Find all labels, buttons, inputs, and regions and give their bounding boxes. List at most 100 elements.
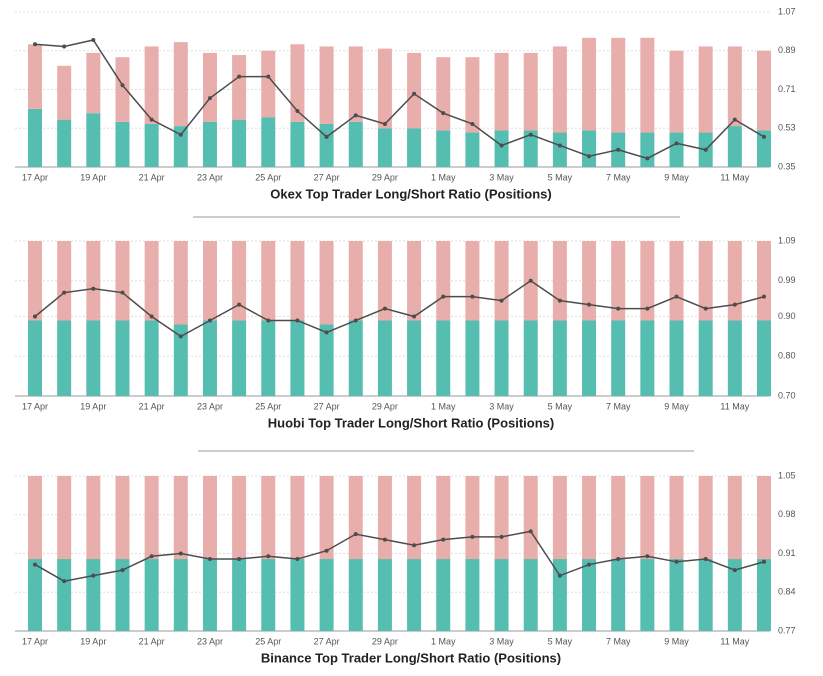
- bar-segment: [115, 559, 130, 631]
- line-point: [412, 543, 417, 548]
- y-tick-label: 0.84: [778, 587, 796, 597]
- line-point: [587, 302, 592, 307]
- y-tick-label: 1.07: [778, 6, 796, 16]
- line-point: [324, 548, 329, 553]
- bar-segment: [436, 241, 451, 321]
- bar-segment: [202, 241, 217, 321]
- x-tick-label: 1 May: [431, 636, 456, 646]
- x-tick-label: 7 May: [606, 172, 631, 182]
- line-point: [120, 290, 125, 295]
- bar-segment: [377, 559, 392, 631]
- bar-segment: [144, 559, 159, 631]
- bar-segment: [290, 476, 305, 560]
- bar-segment: [86, 241, 101, 321]
- line-point: [587, 154, 592, 159]
- bar-segment: [232, 559, 247, 631]
- bar-segment: [348, 476, 363, 560]
- bar-segment: [86, 113, 101, 167]
- line-point: [149, 117, 154, 122]
- y-tick-label: 0.89: [778, 45, 796, 55]
- bar-segment: [377, 48, 392, 129]
- y-tick-label: 0.98: [778, 509, 796, 519]
- bar-segment: [261, 476, 276, 560]
- x-tick-label: 5 May: [548, 172, 573, 182]
- line-point: [528, 278, 533, 283]
- bar-segment: [582, 130, 597, 167]
- line-point: [120, 83, 125, 88]
- bar-segment: [202, 121, 217, 167]
- x-tick-label: 5 May: [548, 636, 573, 646]
- line-point: [674, 294, 679, 299]
- line-point: [33, 42, 37, 47]
- line-point: [207, 318, 212, 323]
- bar-segment: [698, 559, 713, 631]
- bar-segment: [465, 132, 480, 167]
- line-point: [237, 557, 242, 562]
- x-tick-label: 11 May: [720, 172, 749, 182]
- bar-segment: [232, 55, 247, 120]
- bar-segment: [86, 559, 101, 631]
- bar-segment: [494, 320, 509, 396]
- x-tick-label: 23 Apr: [197, 401, 223, 411]
- line-point: [762, 134, 766, 139]
- line-point: [412, 91, 417, 96]
- line-point: [557, 298, 562, 303]
- line-point: [295, 557, 300, 562]
- line-point: [674, 141, 679, 146]
- bar-segment: [698, 241, 713, 321]
- line-point: [616, 557, 621, 562]
- bar-segment: [465, 320, 480, 396]
- line-point: [295, 318, 300, 323]
- bar-segment: [261, 241, 276, 321]
- bar-segment: [640, 37, 655, 133]
- bar-segment: [173, 476, 188, 560]
- line-point: [91, 37, 96, 42]
- x-tick-label: 29 Apr: [372, 172, 398, 182]
- bar-segment: [523, 559, 538, 631]
- bar-segment: [582, 241, 597, 321]
- line-point: [62, 290, 67, 295]
- bar-segment: [698, 46, 713, 133]
- bar-segment: [611, 241, 626, 321]
- bar-segment: [436, 57, 451, 131]
- bar-segment: [436, 320, 451, 396]
- bar-segment: [669, 476, 684, 560]
- x-tick-label: 7 May: [606, 636, 631, 646]
- line-point: [645, 554, 650, 559]
- bar-segment: [640, 320, 655, 396]
- line-point: [62, 44, 67, 49]
- bar-segment: [57, 476, 72, 560]
- line-point: [178, 334, 183, 339]
- line-point: [353, 113, 358, 118]
- bar-segment: [407, 320, 422, 396]
- bar-segment: [319, 123, 334, 167]
- bar-segment: [465, 476, 480, 560]
- x-tick-label: 25 Apr: [255, 401, 281, 411]
- bar-segment: [173, 559, 188, 631]
- bar-segment: [727, 46, 742, 127]
- bar-segment: [377, 320, 392, 396]
- bar-segment: [436, 130, 451, 167]
- line-point: [120, 568, 125, 573]
- x-tick-label: 27 Apr: [314, 636, 340, 646]
- x-tick-label: 1 May: [431, 172, 456, 182]
- bar-segment: [582, 559, 597, 631]
- line-point: [732, 568, 737, 573]
- bar-segment: [407, 559, 422, 631]
- line-point: [382, 537, 387, 542]
- y-tick-label: 0.91: [778, 548, 796, 558]
- line-point: [33, 562, 37, 567]
- bar-segment: [115, 121, 130, 167]
- bar-segment: [202, 476, 217, 560]
- ratio-line: [34, 530, 765, 582]
- bar-segment: [28, 241, 42, 321]
- bar-segment: [669, 320, 684, 396]
- y-tick-label: 0.53: [778, 123, 796, 133]
- bar-segment: [523, 52, 538, 131]
- bar-segment: [377, 476, 392, 560]
- bar-segment: [494, 559, 509, 631]
- line-point: [441, 111, 446, 116]
- x-tick-label: 9 May: [664, 172, 689, 182]
- line-point: [353, 532, 358, 537]
